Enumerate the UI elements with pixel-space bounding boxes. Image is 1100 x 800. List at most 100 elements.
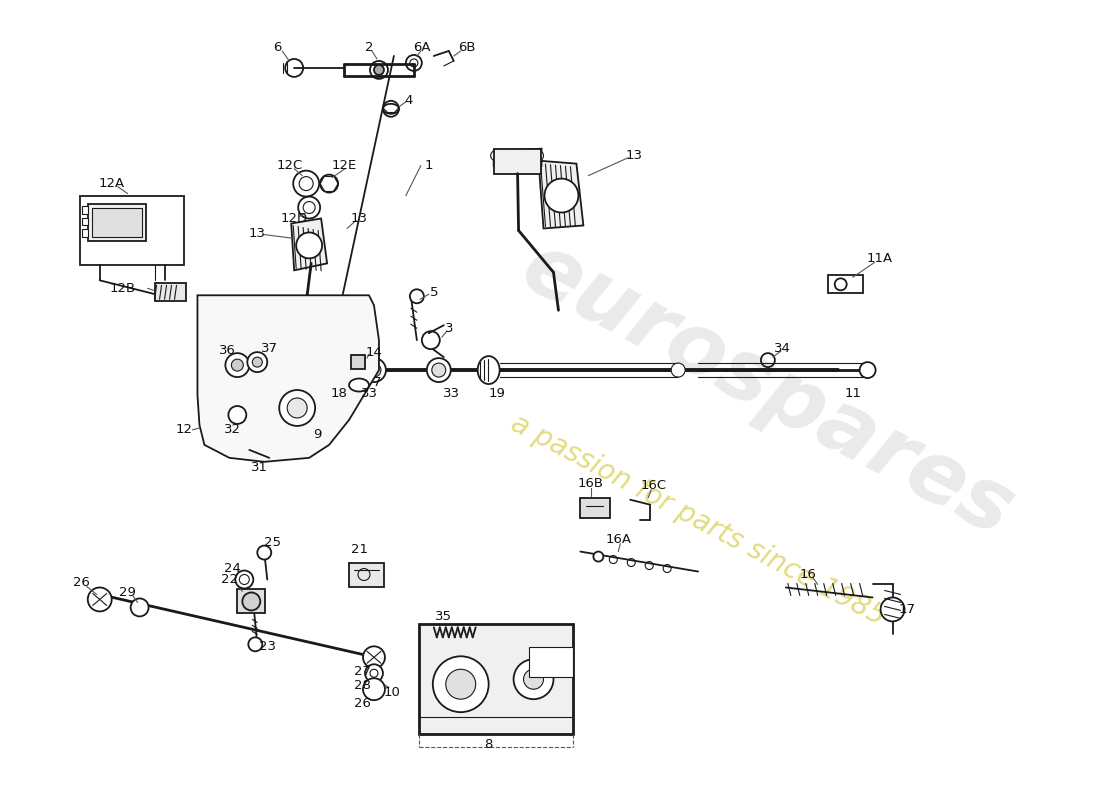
Text: 2: 2	[365, 42, 373, 54]
Polygon shape	[494, 149, 541, 166]
Bar	[88, 203, 145, 242]
Text: 10: 10	[384, 686, 400, 698]
Circle shape	[544, 178, 579, 213]
Circle shape	[421, 331, 440, 349]
Text: 12C: 12C	[276, 159, 303, 172]
Text: 25: 25	[264, 536, 280, 549]
Circle shape	[671, 363, 685, 377]
Text: 24: 24	[224, 562, 241, 575]
Text: 34: 34	[774, 342, 791, 354]
Text: 12B: 12B	[110, 282, 135, 295]
Text: 11: 11	[844, 386, 861, 399]
Text: 19: 19	[488, 386, 505, 399]
Bar	[351, 355, 365, 369]
Bar	[581, 498, 611, 518]
Circle shape	[859, 362, 876, 378]
Circle shape	[229, 406, 246, 424]
Circle shape	[242, 593, 261, 610]
Polygon shape	[292, 218, 327, 270]
Text: 6A: 6A	[414, 42, 430, 54]
Text: 13: 13	[351, 212, 367, 225]
Text: 33: 33	[443, 386, 460, 399]
Text: 36: 36	[219, 344, 235, 357]
Ellipse shape	[477, 356, 499, 384]
Text: 26: 26	[353, 697, 371, 710]
Circle shape	[881, 598, 904, 622]
Text: 12A: 12A	[99, 177, 124, 190]
Bar	[80, 195, 185, 266]
Text: 12: 12	[176, 423, 192, 437]
Text: 9: 9	[312, 429, 321, 442]
Bar	[81, 206, 88, 214]
Text: 4: 4	[405, 94, 414, 107]
Text: 1: 1	[425, 159, 433, 172]
Text: 7: 7	[373, 375, 382, 389]
Circle shape	[491, 150, 501, 161]
Text: 27: 27	[353, 665, 371, 678]
Circle shape	[374, 65, 384, 75]
Circle shape	[287, 398, 307, 418]
Text: 21: 21	[351, 543, 367, 556]
Text: 8: 8	[484, 738, 493, 750]
Text: 32: 32	[224, 423, 241, 437]
Text: 6B: 6B	[458, 42, 475, 54]
Text: 18: 18	[331, 386, 348, 399]
Text: 6: 6	[273, 42, 282, 54]
Text: 12D: 12D	[280, 212, 308, 225]
Text: 33: 33	[361, 386, 377, 399]
Text: 23: 23	[258, 640, 276, 653]
Text: 12E: 12E	[331, 159, 356, 172]
Circle shape	[362, 358, 386, 382]
Circle shape	[88, 587, 112, 611]
Bar	[528, 647, 573, 678]
Ellipse shape	[329, 362, 349, 378]
Text: 22: 22	[221, 573, 238, 586]
Bar	[91, 207, 142, 238]
Circle shape	[432, 656, 488, 712]
Circle shape	[363, 646, 385, 668]
Text: 17: 17	[899, 603, 916, 616]
Bar	[155, 283, 187, 302]
Text: 28: 28	[353, 678, 371, 692]
Text: 16C: 16C	[640, 479, 667, 492]
Text: a passion for parts since 1985: a passion for parts since 1985	[506, 409, 890, 630]
Text: 13: 13	[249, 227, 266, 240]
Circle shape	[446, 670, 475, 699]
Circle shape	[593, 551, 603, 562]
Text: 37: 37	[261, 342, 278, 354]
Ellipse shape	[349, 378, 368, 391]
Text: 29: 29	[119, 586, 136, 599]
Bar	[419, 624, 573, 734]
Bar	[81, 218, 88, 226]
Circle shape	[235, 570, 253, 589]
Polygon shape	[198, 295, 380, 462]
Text: 3: 3	[444, 322, 453, 334]
Circle shape	[231, 359, 243, 371]
Circle shape	[410, 290, 424, 303]
Text: 5: 5	[430, 286, 438, 298]
Text: eurospares: eurospares	[508, 226, 1027, 554]
Circle shape	[534, 150, 543, 161]
Circle shape	[296, 233, 322, 258]
Circle shape	[248, 352, 267, 372]
Circle shape	[432, 363, 446, 377]
Circle shape	[524, 670, 543, 690]
Circle shape	[131, 598, 149, 617]
Circle shape	[226, 353, 250, 377]
Text: 16A: 16A	[605, 533, 631, 546]
Circle shape	[427, 358, 451, 382]
Text: 16: 16	[800, 568, 816, 581]
Bar	[349, 562, 384, 587]
Circle shape	[279, 390, 315, 426]
Text: 11A: 11A	[867, 252, 892, 265]
Bar	[238, 590, 265, 614]
Polygon shape	[494, 149, 540, 174]
Text: 13: 13	[626, 149, 642, 162]
Bar	[827, 275, 862, 294]
Ellipse shape	[326, 359, 353, 381]
Circle shape	[257, 546, 272, 559]
Circle shape	[514, 659, 553, 699]
Text: 35: 35	[436, 610, 452, 623]
Text: 31: 31	[251, 462, 267, 474]
Circle shape	[363, 678, 385, 700]
